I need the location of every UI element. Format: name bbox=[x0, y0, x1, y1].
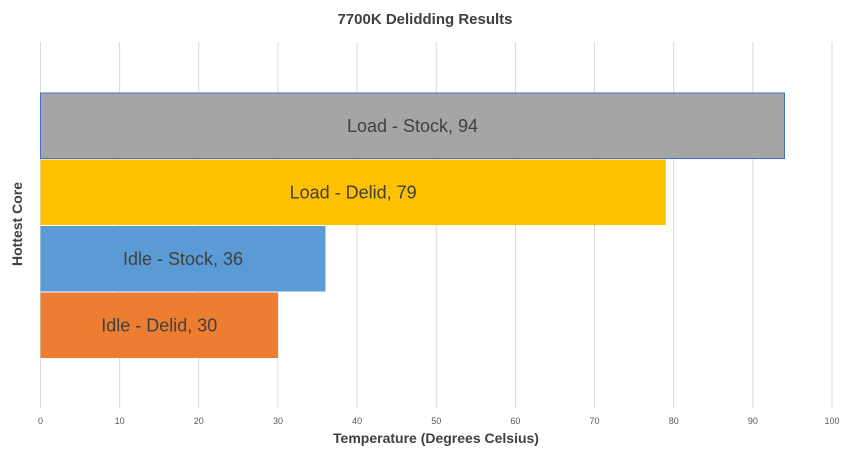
x-tick-label-90: 90 bbox=[748, 416, 758, 426]
bar-data-label-idle-delid: Idle - Delid, 30 bbox=[101, 315, 217, 335]
x-tick-label-60: 60 bbox=[510, 416, 520, 426]
x-tick-label-80: 80 bbox=[669, 416, 679, 426]
bar-load-delid bbox=[40, 159, 666, 225]
x-axis-label: Temperature (Degrees Celsius) bbox=[333, 430, 539, 446]
x-tick-label-30: 30 bbox=[273, 416, 283, 426]
x-axis-ticks: 0 10 20 30 40 50 60 70 80 90 100 bbox=[38, 416, 840, 426]
bars: Load - Stock, 94 Load - Delid, 79 Idle - S… bbox=[40, 92, 786, 358]
x-tick-label-20: 20 bbox=[194, 416, 204, 426]
chart-title: 7700K Delidding Results bbox=[337, 11, 512, 28]
bar-idle-delid bbox=[40, 292, 278, 358]
x-tick-label-100: 100 bbox=[824, 416, 839, 426]
y-axis-label: Hottest Core bbox=[9, 182, 25, 266]
bar-load-stock bbox=[40, 92, 786, 159]
bar-data-label-load-stock: Load - Stock, 94 bbox=[347, 116, 478, 136]
x-tick-label-50: 50 bbox=[431, 416, 441, 426]
bar-data-label-idle-stock: Idle - Stock, 36 bbox=[123, 249, 243, 269]
x-tick-label-0: 0 bbox=[38, 416, 43, 426]
x-tick-label-40: 40 bbox=[352, 416, 362, 426]
bar-idle-stock bbox=[40, 226, 326, 292]
x-tick-label-70: 70 bbox=[590, 416, 600, 426]
bar-data-label-load-delid: Load - Delid, 79 bbox=[290, 182, 417, 202]
x-tick-label-10: 10 bbox=[115, 416, 125, 426]
